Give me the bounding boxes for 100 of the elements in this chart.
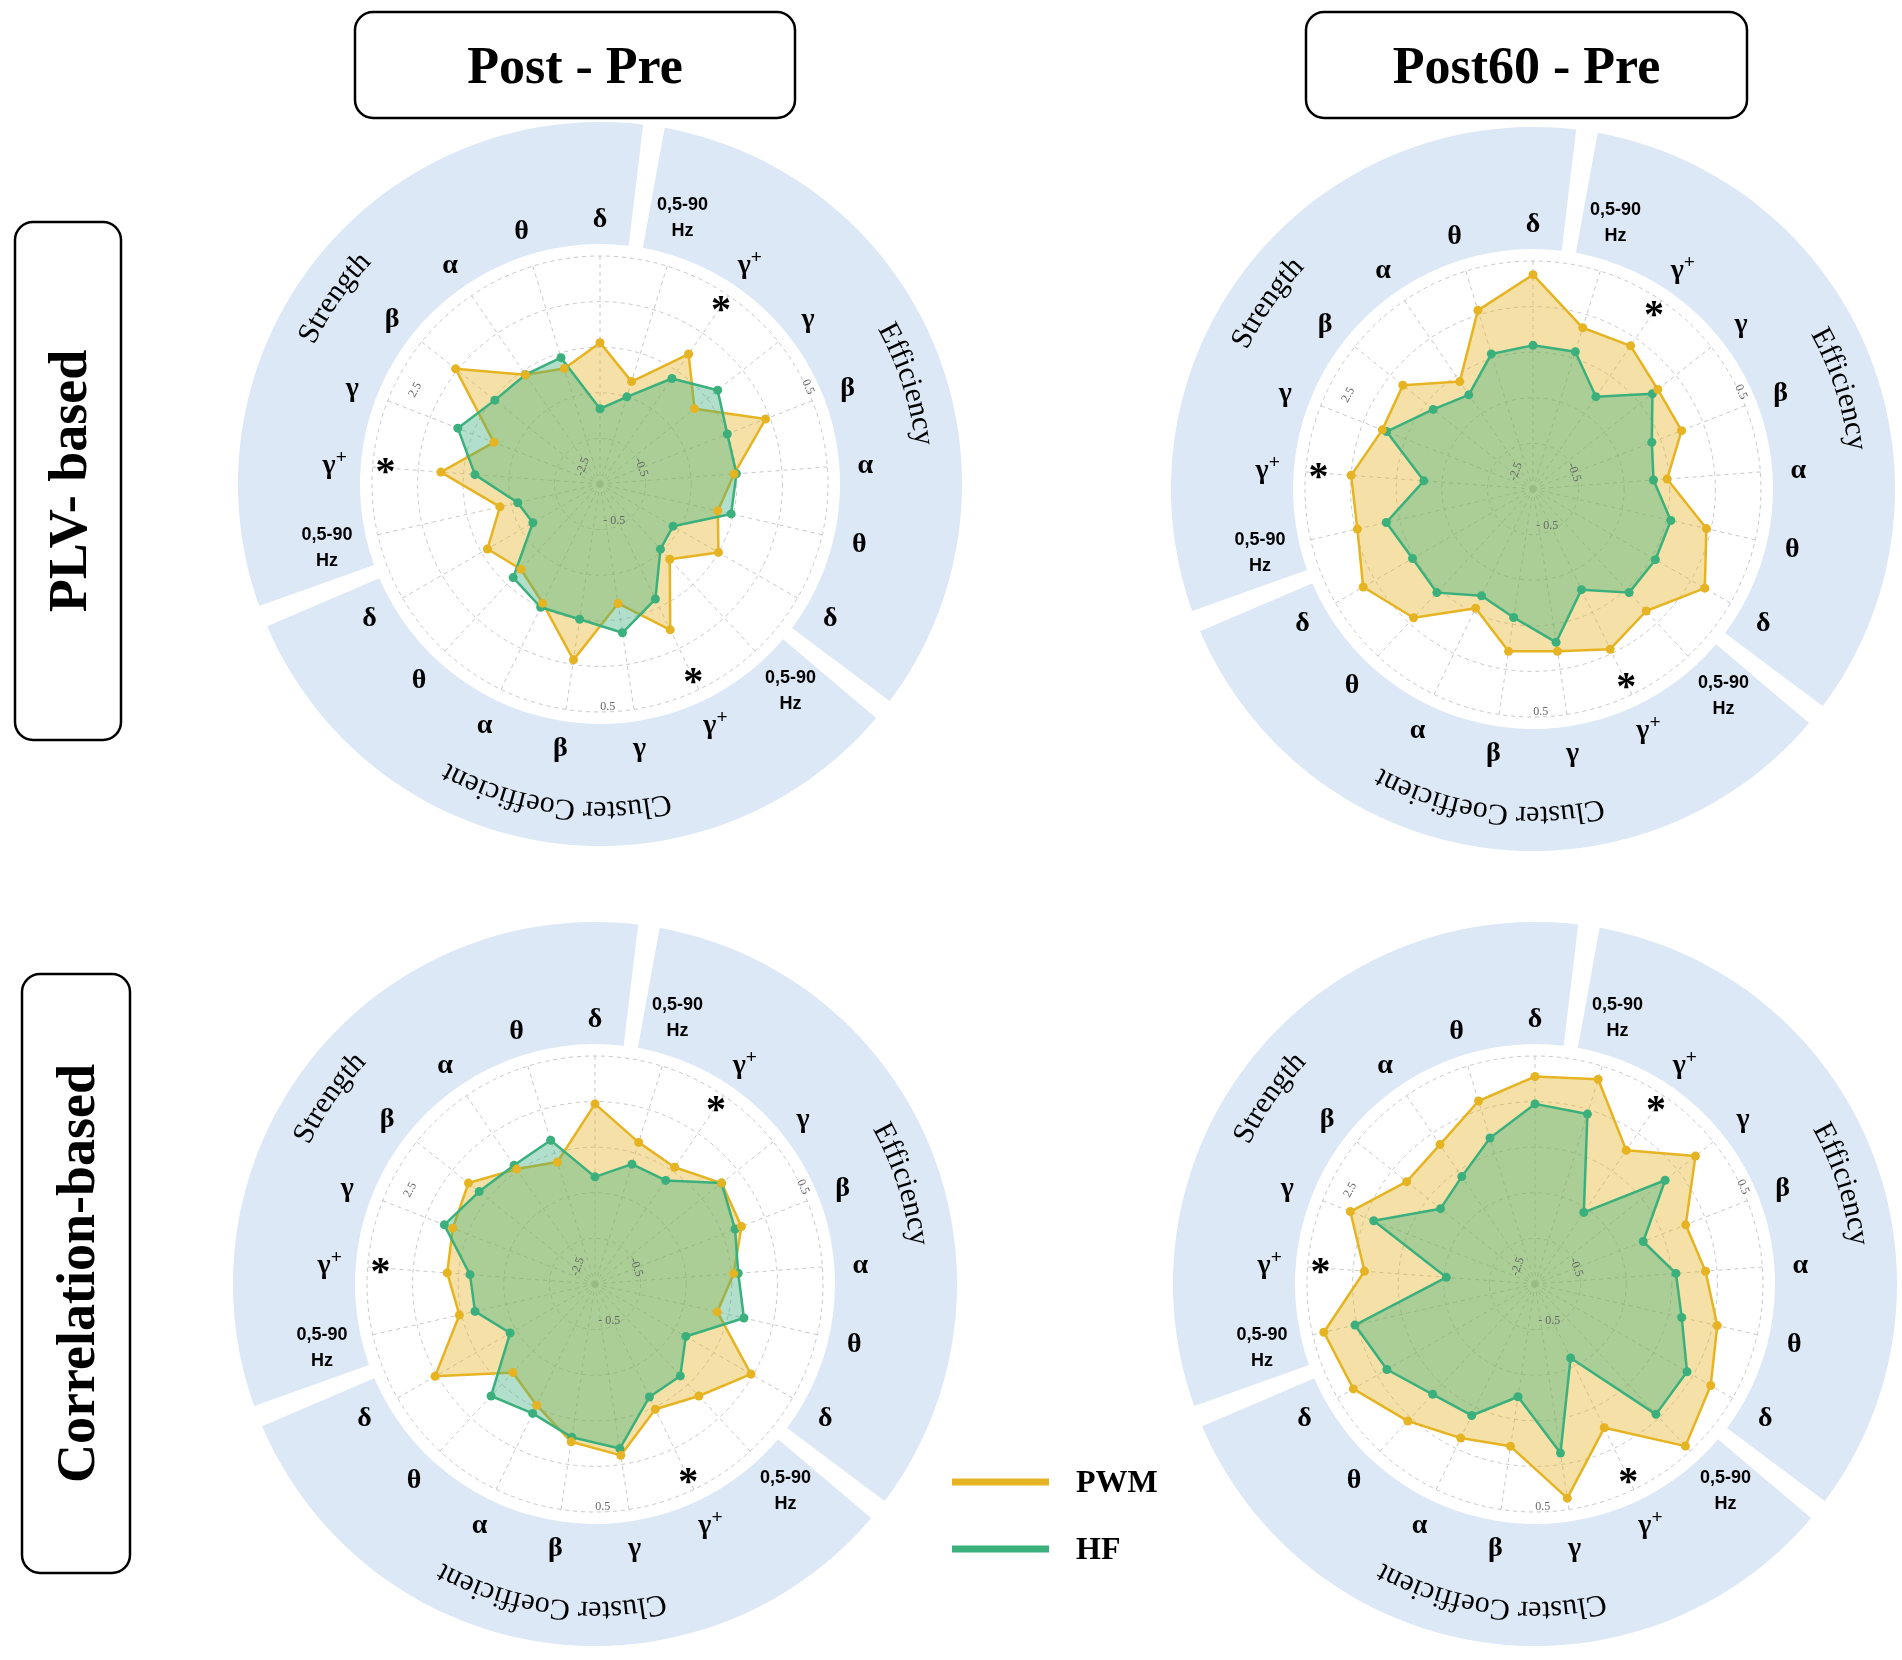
spoke-label: γ — [1277, 375, 1292, 407]
spoke-label: γ — [1735, 1102, 1750, 1134]
spoke-label: θ — [852, 527, 867, 559]
spoke-label: 0,5-90 Hz — [1590, 199, 1642, 246]
text: -0.5 — [627, 1255, 647, 1279]
legend-label: PWM — [1076, 1463, 1158, 1499]
spoke-label: γ — [1733, 307, 1748, 339]
text: 2.5 — [399, 1179, 420, 1200]
spoke-label: δ — [587, 1002, 603, 1033]
text: -2.5 — [1505, 459, 1525, 483]
spoke-label: θ — [1785, 532, 1800, 564]
spoke-label: θ — [406, 1462, 422, 1494]
spoke-label: β — [1485, 736, 1501, 768]
spoke-label: β — [552, 731, 568, 763]
text: - 0.5 — [1536, 518, 1559, 533]
text: * — [683, 657, 704, 703]
text: * — [678, 1457, 699, 1503]
text: * — [711, 286, 732, 332]
spoke-label: γ$^{+}$ — [1671, 1045, 1697, 1080]
spoke-label: γ$^{+}$ — [321, 445, 347, 480]
spoke-label: θ — [1449, 1013, 1464, 1045]
spoke-label: θ — [1344, 667, 1360, 699]
text: * — [1308, 452, 1329, 498]
spoke-label: δ — [1525, 207, 1541, 238]
spoke-label: γ — [1565, 736, 1580, 768]
spoke-label: γ$^{+}$ — [1637, 1505, 1663, 1539]
text: * — [375, 447, 396, 493]
text: -2.5 — [572, 454, 592, 478]
spoke-label: α — [852, 1248, 869, 1280]
spoke-label: γ$^{+}$ — [1635, 710, 1661, 744]
spoke-label: α — [1790, 453, 1807, 485]
text: 0.5 — [799, 376, 819, 397]
text: - 0.5 — [603, 513, 626, 528]
chart-title: Post - Pre — [467, 36, 683, 94]
spoke-label: α — [857, 448, 874, 480]
spoke-label: γ$^{+}$ — [1254, 450, 1280, 485]
spoke-label: α — [471, 1507, 488, 1539]
text: -0.5 — [1565, 460, 1585, 484]
spoke-label: 0,5-90 Hz — [1234, 529, 1286, 576]
spoke-label: γ — [632, 731, 647, 763]
spoke-label: γ$^{+}$ — [1256, 1245, 1282, 1280]
spoke-label: 0,5-90 Hz — [1697, 672, 1749, 719]
spoke-label: 0,5-90 Hz — [652, 994, 704, 1041]
spoke-label: δ — [818, 1401, 833, 1432]
text: * — [1616, 662, 1637, 708]
spoke-label: β — [547, 1531, 563, 1563]
spoke-label: θ — [514, 213, 529, 245]
spoke-label: γ — [1567, 1531, 1582, 1563]
text: -2.5 — [1507, 1254, 1527, 1278]
spoke-label: δ — [1297, 1401, 1312, 1432]
text: 0.5 — [1734, 1176, 1754, 1197]
spoke-label: α — [1792, 1248, 1809, 1280]
spoke-label: β — [835, 1170, 850, 1202]
chart-title: Post60 - Pre — [1392, 36, 1661, 94]
text: 2.5 — [404, 379, 425, 400]
spoke-label: δ — [592, 202, 608, 233]
text: * — [706, 1086, 727, 1132]
spoke-label: 0,5-90 Hz — [657, 194, 709, 241]
spoke-label: γ — [1279, 1170, 1294, 1202]
text: - 0.5 — [1538, 1313, 1561, 1328]
spoke-label: α — [1375, 253, 1392, 285]
spoke-label: δ — [1756, 606, 1771, 637]
text: * — [370, 1247, 391, 1293]
spoke-label: β — [1775, 1170, 1790, 1202]
text: 0.5 — [1732, 381, 1752, 402]
text: * — [1310, 1247, 1331, 1293]
spoke-label: 0,5-90 Hz — [296, 1324, 348, 1371]
spoke-label: α — [476, 707, 493, 739]
spoke-label: γ$^{+}$ — [697, 1505, 723, 1539]
spoke-label: δ — [823, 601, 838, 632]
legend-label: HF — [1076, 1530, 1121, 1566]
text: -2.5 — [567, 1254, 587, 1278]
spoke-label: θ — [411, 662, 427, 694]
text: Correlation-based — [46, 1064, 106, 1483]
text: 0.5 — [1535, 1498, 1551, 1513]
spoke-label: γ$^{+}$ — [731, 1045, 757, 1080]
spoke-label: α — [442, 248, 459, 280]
text: -0.5 — [632, 455, 652, 479]
spoke-label: α — [1377, 1048, 1394, 1080]
spoke-label: γ$^{+}$ — [736, 245, 762, 280]
spoke-label: β — [1773, 375, 1788, 407]
spoke-label: 0,5-90 Hz — [1699, 1467, 1751, 1514]
spoke-label: γ — [795, 1102, 810, 1134]
spoke-label: 0,5-90 Hz — [764, 667, 816, 714]
spoke-label: 0,5-90 Hz — [301, 524, 353, 571]
spoke-label: γ — [627, 1531, 642, 1563]
spoke-label: 0,5-90 Hz — [1236, 1324, 1288, 1371]
text: - 0.5 — [598, 1313, 621, 1328]
text: 0.5 — [600, 698, 616, 713]
text: -0.5 — [1567, 1255, 1587, 1279]
spoke-label: γ — [339, 1170, 354, 1202]
spoke-label: γ — [800, 302, 815, 334]
spoke-label: δ — [357, 1401, 372, 1432]
spoke-label: δ — [1758, 1401, 1773, 1432]
spoke-label: γ — [344, 370, 359, 402]
text: 0.5 — [1533, 703, 1549, 718]
spoke-label: β — [1317, 307, 1333, 339]
text: PLV- based — [38, 349, 98, 613]
spoke-label: δ — [362, 601, 377, 632]
spoke-label: α — [1411, 1507, 1428, 1539]
